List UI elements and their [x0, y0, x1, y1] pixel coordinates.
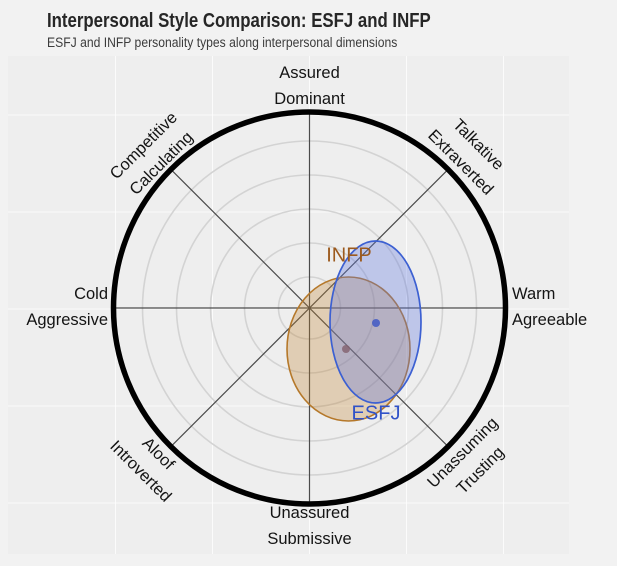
- plot-panel: [8, 56, 569, 554]
- octant-line: Aggressive: [26, 311, 108, 329]
- octant-line: Assured: [279, 64, 340, 82]
- octant-line: Agreeable: [512, 311, 588, 329]
- octant-label-warm-agreeable: Warm Agreeable: [512, 281, 587, 333]
- infp-series-label: INFP: [326, 244, 372, 267]
- octant-label-cold-aggressive: Cold Aggressive: [26, 281, 108, 333]
- outer-circle: [110, 109, 509, 507]
- esfj-series-label: ESFJ: [351, 402, 401, 425]
- diagonal-line-ne-sw: [170, 168, 449, 448]
- octant-label-assured-dominant: Assured Dominant: [274, 60, 345, 112]
- esfj-mean-dot: [372, 319, 380, 327]
- octant-label-unassured-submissive: Unassured Submissive: [267, 500, 351, 552]
- octant-line: Dominant: [274, 90, 345, 108]
- infp-mean-dot: [342, 345, 350, 353]
- octant-line: Submissive: [267, 530, 352, 548]
- chart-title: Interpersonal Style Comparison: ESFJ and…: [47, 10, 431, 32]
- octant-line: Cold: [74, 285, 108, 303]
- octant-line: Warm: [512, 285, 556, 303]
- octant-line: Unassured: [269, 504, 350, 522]
- chart-subtitle: ESFJ and INFP personality types along in…: [47, 35, 398, 50]
- axis-lines: [113, 112, 506, 504]
